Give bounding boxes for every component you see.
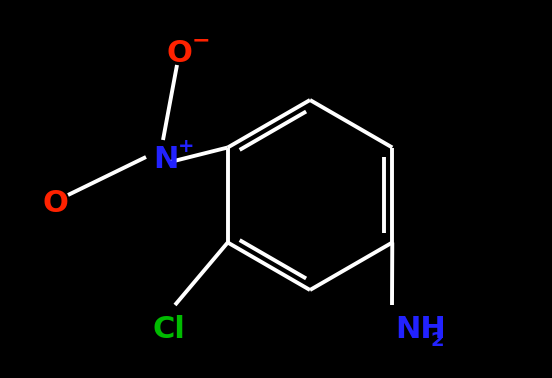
Text: −: − — [192, 30, 211, 50]
Text: NH: NH — [395, 316, 446, 344]
Text: N: N — [153, 146, 178, 175]
Text: O: O — [43, 189, 69, 217]
Text: O: O — [167, 39, 193, 68]
Text: 2: 2 — [430, 330, 444, 350]
Text: Cl: Cl — [152, 316, 185, 344]
Text: +: + — [178, 136, 194, 155]
